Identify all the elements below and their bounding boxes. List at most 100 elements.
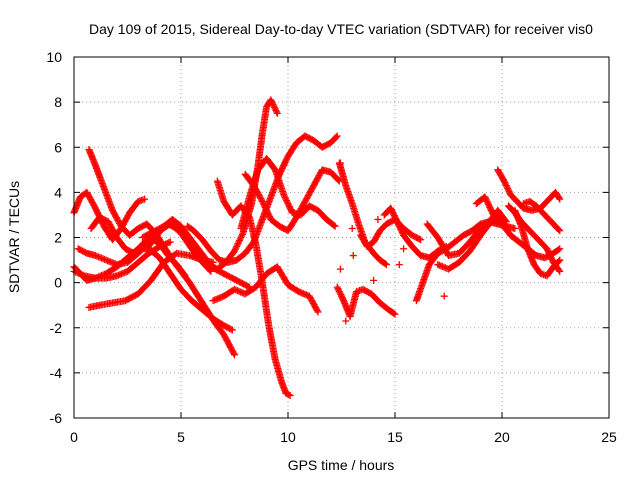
x-tick-label: 0 [70, 429, 78, 445]
data-point [237, 234, 245, 241]
data-point [335, 288, 343, 296]
data-point [547, 254, 555, 262]
data-point [279, 163, 287, 171]
data-point [273, 108, 281, 116]
data-point [482, 194, 490, 202]
data-point [481, 193, 489, 201]
y-tick-label: 8 [54, 94, 62, 110]
data-point [179, 231, 187, 239]
series-track15 [241, 166, 343, 235]
data-point [381, 260, 389, 268]
data-point [332, 133, 340, 141]
data-point [487, 206, 495, 214]
data-point [392, 215, 400, 223]
series-track10 [183, 132, 341, 266]
data-point [94, 209, 102, 217]
isolated-data-point [440, 292, 448, 300]
data-point [544, 248, 552, 256]
data-point [284, 200, 292, 208]
x-tick-label: 15 [387, 429, 403, 445]
data-point [501, 179, 509, 187]
data-point [487, 205, 495, 213]
series-track09 [138, 220, 187, 241]
data-point [556, 195, 564, 203]
data-point [544, 246, 552, 254]
data-point [388, 207, 396, 215]
data-point [314, 308, 322, 316]
data-point [554, 246, 562, 254]
x-axis-label: GPS time / hours [288, 457, 395, 473]
data-point [260, 200, 268, 208]
data-point [236, 235, 244, 243]
data-point [484, 199, 492, 207]
data-point [397, 227, 405, 235]
data-point [180, 271, 188, 279]
y-tick-label: 0 [54, 275, 62, 291]
x-tick-label: 20 [494, 429, 510, 445]
series-track27 [519, 197, 564, 235]
data-point [556, 245, 564, 253]
data-point [545, 249, 553, 257]
data-point [331, 222, 339, 230]
data-point [265, 212, 273, 220]
data-point [166, 238, 174, 246]
data-point [234, 240, 242, 248]
data-point [267, 96, 275, 104]
data-point [238, 230, 246, 238]
data-point [271, 105, 279, 113]
data-point [262, 205, 270, 213]
data-point [338, 294, 346, 302]
data-point [278, 164, 286, 172]
y-tick-label: -6 [50, 410, 63, 426]
data-point [334, 285, 342, 293]
data-point [547, 252, 555, 260]
data-point [390, 210, 398, 218]
data-point [286, 204, 294, 212]
data-point [259, 199, 267, 207]
y-tick-label: -2 [50, 320, 63, 336]
data-point [233, 241, 241, 249]
isolated-data-point [370, 276, 378, 284]
data-point [483, 197, 491, 205]
y-tick-label: 6 [54, 139, 62, 155]
y-tick-label: 2 [54, 230, 62, 246]
series-track06 [70, 245, 236, 334]
data-point [415, 235, 423, 243]
data-point [228, 326, 236, 334]
data-point [281, 158, 289, 166]
data-point [397, 225, 405, 233]
data-point [269, 100, 277, 108]
data-point [265, 211, 273, 219]
data-point [398, 228, 406, 236]
data-point [313, 307, 321, 315]
isolated-data-point [336, 159, 344, 167]
data-point [556, 256, 564, 264]
isolated-data-point [395, 261, 403, 269]
data-point [330, 221, 338, 229]
data-point [232, 244, 240, 252]
series-track26 [511, 206, 564, 280]
series-track23 [472, 193, 564, 262]
y-axis-label: SDTVAR / TECUs [6, 181, 22, 293]
series-track22 [434, 213, 508, 273]
data-point [395, 221, 403, 229]
series-track17 [333, 283, 399, 320]
data-point [337, 291, 345, 299]
data-point [283, 197, 291, 205]
data-point [546, 251, 554, 259]
data-point [389, 209, 397, 217]
series-isolated-points [336, 159, 448, 325]
data-point [543, 245, 551, 253]
data-point [485, 202, 493, 210]
data-point [395, 222, 403, 230]
isolated-data-point [348, 224, 356, 232]
data-point [336, 289, 344, 297]
data-point [555, 194, 563, 202]
data-point [387, 204, 395, 212]
data-point [281, 194, 289, 202]
data-point [280, 191, 288, 199]
data-point [230, 349, 238, 357]
data-point [391, 310, 399, 318]
data-point [555, 226, 563, 234]
